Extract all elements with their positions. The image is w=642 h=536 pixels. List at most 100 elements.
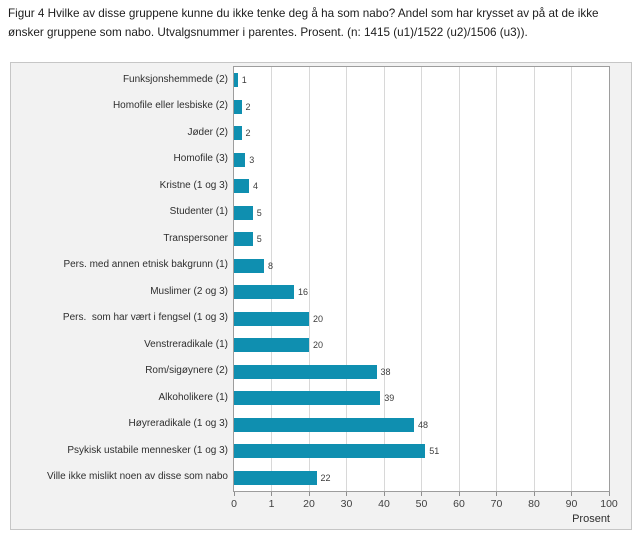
- tick-mark: [571, 492, 572, 496]
- gridline: [421, 67, 422, 491]
- bar-row: 1: [234, 67, 609, 94]
- plot-area: 1 2 2 3 4 5 5 8 16 20 20 38 39 48 51 22: [233, 66, 610, 492]
- category-label: Venstreradikale (1): [144, 338, 228, 350]
- bar: [234, 417, 414, 432]
- bar-row: 5: [234, 226, 609, 253]
- bar-value-label: 5: [256, 207, 262, 218]
- bar-value-label: 38: [380, 366, 391, 377]
- bar: [234, 73, 238, 88]
- tick-label: 1: [268, 498, 275, 510]
- x-axis-tick-marks: [233, 492, 610, 496]
- bar-row: 20: [234, 332, 609, 359]
- bar-value-label: 3: [249, 154, 255, 165]
- tick-label: 90: [565, 498, 578, 510]
- gridline: [496, 67, 497, 491]
- tick-label: 30: [340, 498, 353, 510]
- tick-mark: [383, 492, 385, 496]
- bar-value-label: 20: [313, 313, 324, 324]
- tick-label: 20: [303, 498, 315, 510]
- bar-value-label: 2: [245, 101, 251, 112]
- bar: [234, 152, 246, 167]
- bar: [234, 232, 253, 247]
- tick-label: 60: [453, 498, 465, 510]
- bar-row: 48: [234, 412, 609, 439]
- bar: [234, 444, 426, 459]
- y-axis-category-labels: Funksjonshemmede (2) Homofile eller lesbi…: [17, 66, 228, 490]
- tick-label: 40: [378, 498, 390, 510]
- category-label: Muslimer (2 og 3): [150, 285, 228, 297]
- bar-value-label: 8: [268, 260, 274, 271]
- tick-label: 50: [415, 498, 428, 510]
- gridline: [458, 67, 460, 491]
- bar-row: 4: [234, 173, 609, 200]
- bar-value-label: 4: [253, 181, 259, 192]
- gridline: [571, 67, 572, 491]
- bar-value-label: 22: [320, 472, 331, 483]
- category-label: Høyreradikale (1 og 3): [128, 418, 228, 430]
- bar-value-label: 39: [384, 393, 395, 404]
- bar-value-label: 2: [245, 128, 251, 139]
- bar-value-label: 1: [241, 75, 247, 86]
- category-label: Rom/sigøynere (2): [145, 365, 228, 377]
- category-label: Kristne (1 og 3): [159, 179, 228, 191]
- bar-row: 5: [234, 200, 609, 227]
- tick-mark: [533, 492, 535, 496]
- category-label: Pers. med annen etnisk bakgrunn (1): [63, 259, 228, 271]
- category-label: Studenter (1): [169, 206, 228, 218]
- category-label: Pers. som har vært i fengsel (1 og 3): [62, 312, 228, 324]
- gridline: [271, 67, 272, 491]
- bar-row: 16: [234, 279, 609, 306]
- category-label: Psykisk ustabile mennesker (1 og 3): [67, 444, 228, 456]
- category-label: Homofile eller lesbiske (2): [112, 100, 228, 112]
- tick-mark: [271, 492, 272, 496]
- tick-mark: [308, 492, 310, 496]
- bar: [234, 179, 249, 194]
- figure-caption: Figur 4 Hvilke av disse gruppene kunne d…: [8, 7, 599, 39]
- bar: [234, 364, 377, 379]
- category-label: Jøder (2): [187, 126, 228, 138]
- tick-mark: [458, 492, 460, 496]
- bar-row: 51: [234, 438, 609, 465]
- bar-value-label: 5: [256, 234, 262, 245]
- category-label: Ville ikke mislikt noen av disse som nab…: [46, 471, 228, 483]
- category-label: Alkoholikere (1): [158, 391, 228, 403]
- x-axis-title: Prosent: [572, 513, 610, 525]
- bar-row: 38: [234, 359, 609, 386]
- bar: [234, 311, 309, 326]
- bar: [234, 285, 294, 300]
- bar-value-label: 48: [418, 419, 429, 430]
- bar-row: 39: [234, 385, 609, 412]
- bar-row: 8: [234, 253, 609, 280]
- x-axis-tick-labels: 0 1 20 30 40 50 60 70 80 90 100: [231, 498, 618, 511]
- tick-label: 70: [490, 498, 503, 510]
- category-label: Funksjonshemmede (2): [122, 73, 228, 85]
- tick-mark: [233, 492, 235, 496]
- bar-value-label: 51: [429, 446, 440, 457]
- bar: [234, 391, 381, 406]
- tick-mark: [346, 492, 347, 496]
- gridline: [308, 67, 310, 491]
- tick-mark: [421, 492, 422, 496]
- category-label: Transpersoner: [163, 232, 228, 244]
- bar-value-label: 16: [298, 287, 309, 298]
- chart-panel: Funksjonshemmede (2) Homofile eller lesbi…: [10, 62, 632, 530]
- bar-row: 3: [234, 147, 609, 174]
- bar: [234, 205, 253, 220]
- bar: [234, 470, 317, 485]
- bar: [234, 126, 242, 141]
- tick-mark: [496, 492, 497, 496]
- tick-label: 80: [528, 498, 540, 510]
- bar-row: 2: [234, 94, 609, 121]
- tick-mark: [608, 492, 610, 496]
- gridline: [533, 67, 535, 491]
- bar: [234, 258, 264, 273]
- bar: [234, 338, 309, 353]
- category-label: Homofile (3): [173, 153, 228, 165]
- gridline: [383, 67, 385, 491]
- gridline: [346, 67, 347, 491]
- bar-row: 2: [234, 120, 609, 147]
- bar-row: 22: [234, 465, 609, 492]
- tick-label: 0: [231, 498, 237, 510]
- bar-value-label: 20: [313, 340, 324, 351]
